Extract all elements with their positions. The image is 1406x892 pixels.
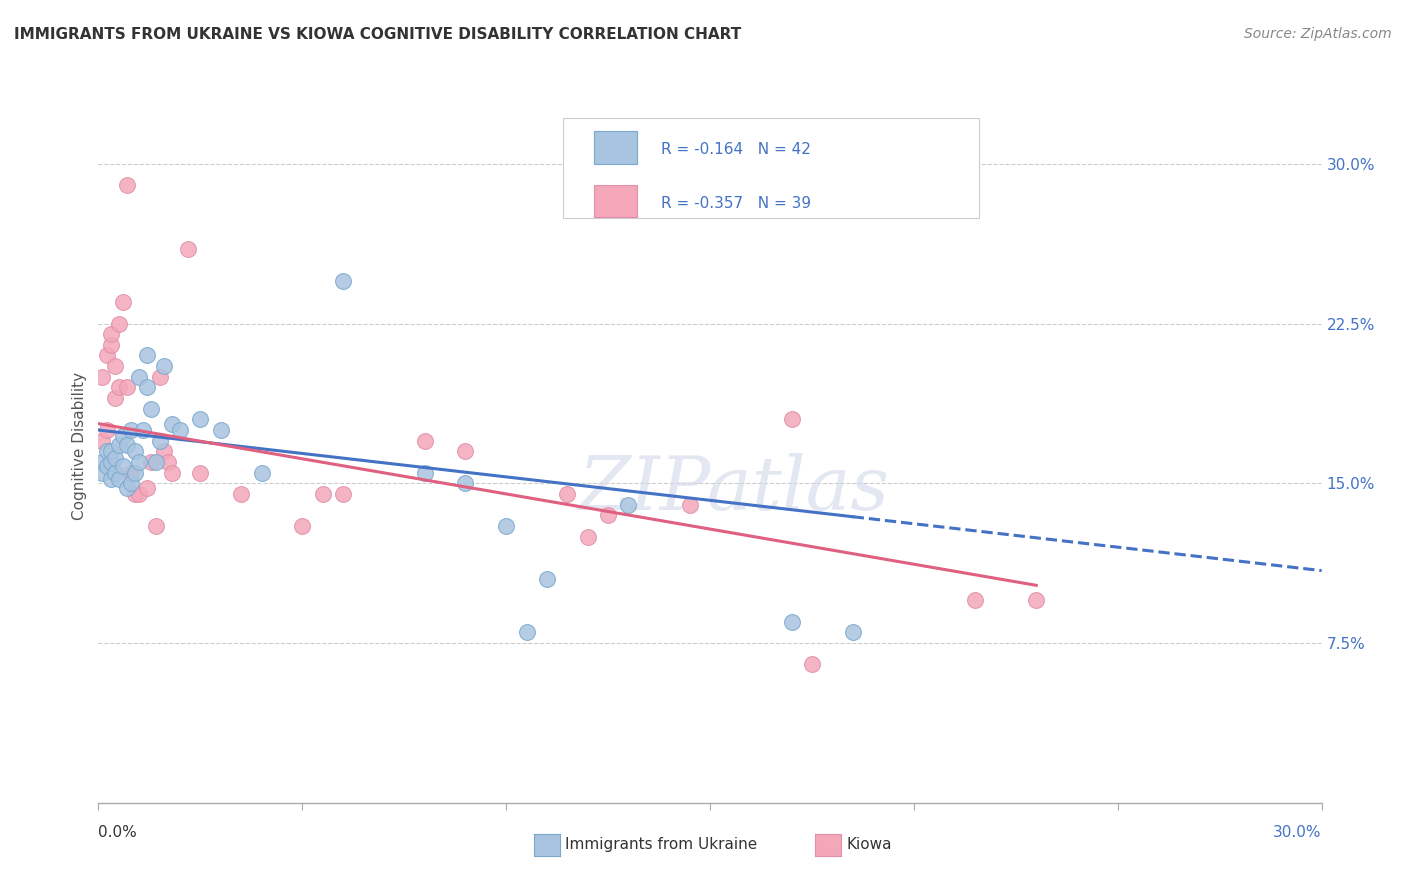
- Point: [141, 455, 163, 469]
- Point: [177, 242, 200, 256]
- Point: [454, 476, 477, 491]
- Point: [136, 349, 159, 363]
- FancyBboxPatch shape: [593, 131, 637, 164]
- Text: R = -0.357   N = 39: R = -0.357 N = 39: [661, 196, 811, 211]
- Point: [104, 466, 127, 480]
- Point: [160, 417, 183, 431]
- Point: [141, 401, 163, 416]
- Point: [291, 519, 314, 533]
- Point: [965, 593, 987, 607]
- Point: [454, 444, 477, 458]
- FancyBboxPatch shape: [564, 118, 979, 218]
- Point: [104, 359, 127, 373]
- Point: [100, 444, 122, 458]
- Point: [312, 487, 335, 501]
- Point: [332, 274, 354, 288]
- Point: [104, 391, 127, 405]
- Point: [108, 472, 131, 486]
- Point: [100, 455, 122, 469]
- Point: [132, 423, 155, 437]
- Point: [495, 519, 517, 533]
- Point: [536, 572, 558, 586]
- Point: [115, 380, 138, 394]
- Point: [108, 317, 131, 331]
- Text: ZIPatlas: ZIPatlas: [579, 452, 890, 525]
- Point: [91, 455, 114, 469]
- Point: [100, 338, 122, 352]
- FancyBboxPatch shape: [593, 185, 637, 218]
- Point: [120, 466, 142, 480]
- Point: [188, 466, 212, 480]
- Point: [231, 487, 253, 501]
- Point: [841, 625, 863, 640]
- Point: [136, 380, 159, 394]
- Point: [128, 487, 150, 501]
- Point: [209, 423, 232, 437]
- Text: 0.0%: 0.0%: [98, 825, 138, 840]
- Point: [516, 625, 538, 640]
- Point: [801, 657, 824, 672]
- Text: Kiowa: Kiowa: [846, 838, 891, 852]
- Point: [149, 434, 172, 448]
- Point: [104, 450, 127, 465]
- Point: [115, 438, 138, 452]
- Point: [413, 466, 436, 480]
- Point: [617, 498, 640, 512]
- Point: [250, 466, 273, 480]
- Point: [576, 529, 599, 543]
- Point: [111, 429, 134, 443]
- Point: [780, 615, 803, 629]
- Point: [332, 487, 354, 501]
- Point: [115, 481, 138, 495]
- Point: [100, 472, 122, 486]
- Point: [149, 369, 172, 384]
- Text: 30.0%: 30.0%: [1274, 825, 1322, 840]
- Point: [111, 295, 134, 310]
- Point: [145, 455, 167, 469]
- Point: [100, 327, 122, 342]
- Point: [128, 455, 150, 469]
- Point: [120, 423, 142, 437]
- Text: Source: ZipAtlas.com: Source: ZipAtlas.com: [1244, 27, 1392, 41]
- Point: [152, 444, 174, 458]
- Point: [124, 444, 146, 458]
- Point: [96, 459, 118, 474]
- Text: R = -0.164   N = 42: R = -0.164 N = 42: [661, 143, 811, 157]
- Point: [160, 466, 183, 480]
- Point: [108, 438, 131, 452]
- Point: [780, 412, 803, 426]
- Point: [91, 466, 114, 480]
- Point: [128, 369, 150, 384]
- Point: [136, 481, 159, 495]
- Point: [108, 380, 131, 394]
- Point: [96, 423, 118, 437]
- Point: [145, 519, 167, 533]
- Point: [1025, 593, 1047, 607]
- Point: [598, 508, 620, 523]
- Point: [557, 487, 579, 501]
- Point: [124, 466, 146, 480]
- Point: [152, 359, 174, 373]
- Text: Immigrants from Ukraine: Immigrants from Ukraine: [565, 838, 758, 852]
- Point: [96, 349, 118, 363]
- Point: [188, 412, 212, 426]
- Point: [169, 423, 191, 437]
- Point: [124, 487, 146, 501]
- Point: [156, 455, 179, 469]
- Point: [96, 444, 118, 458]
- Point: [120, 476, 142, 491]
- Y-axis label: Cognitive Disability: Cognitive Disability: [72, 372, 87, 520]
- Point: [111, 459, 134, 474]
- Point: [679, 498, 702, 512]
- Point: [91, 434, 114, 448]
- Point: [115, 178, 138, 192]
- Point: [413, 434, 436, 448]
- Point: [91, 369, 114, 384]
- Text: IMMIGRANTS FROM UKRAINE VS KIOWA COGNITIVE DISABILITY CORRELATION CHART: IMMIGRANTS FROM UKRAINE VS KIOWA COGNITI…: [14, 27, 741, 42]
